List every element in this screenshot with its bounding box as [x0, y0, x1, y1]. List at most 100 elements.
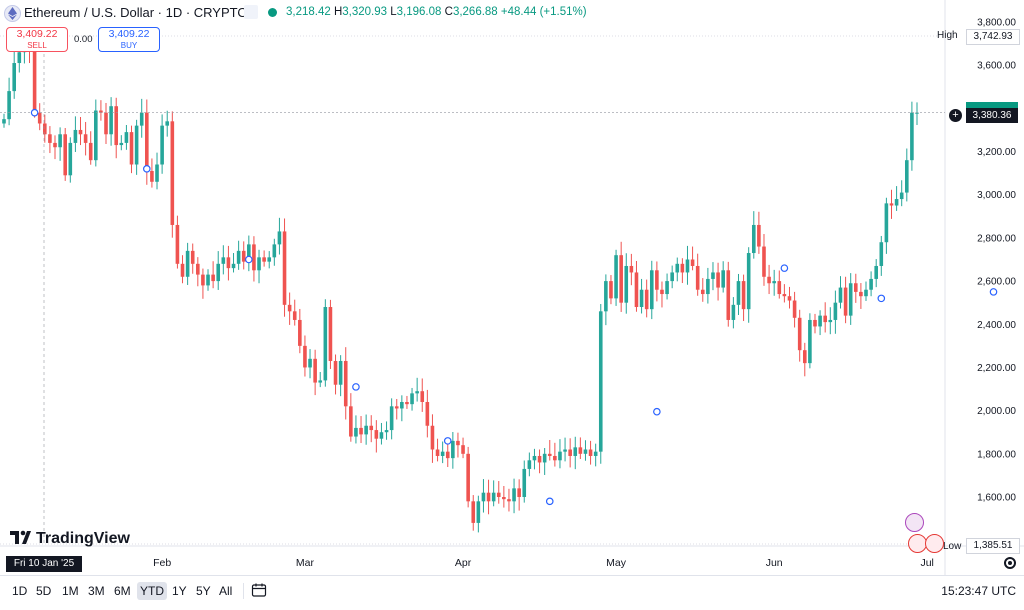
candle-body	[507, 499, 511, 502]
candle-body	[746, 253, 751, 310]
candle-body	[206, 274, 210, 286]
price-tick-label: 2,000.00	[977, 406, 1016, 417]
range-all[interactable]: All	[219, 584, 233, 598]
range-5d[interactable]: 5D	[36, 584, 52, 598]
candle-body	[486, 492, 491, 502]
candle-body	[542, 453, 547, 463]
high-marker-value: 3,742.93	[966, 29, 1020, 45]
us-flag-event-icon[interactable]	[925, 534, 944, 553]
candle-body	[639, 289, 644, 307]
candle-body	[394, 406, 399, 409]
candle-body	[175, 224, 180, 264]
range-ytd[interactable]: YTD	[137, 582, 167, 600]
high-marker-label: High	[937, 30, 958, 41]
candle-body	[379, 432, 384, 439]
candle-body	[216, 263, 221, 282]
candle-body	[782, 294, 787, 297]
month-tick-label: Mar	[296, 557, 315, 569]
candle-body	[389, 406, 394, 431]
candle-body	[731, 304, 736, 320]
settings-gear-icon[interactable]	[1004, 557, 1016, 569]
price-tick-label: 1,800.00	[977, 449, 1016, 460]
candle-body	[384, 430, 389, 433]
candle-body	[604, 281, 608, 312]
candle-body	[772, 281, 776, 284]
candle-body	[435, 449, 440, 456]
range-1m[interactable]: 1M	[62, 584, 79, 598]
candle-body	[328, 307, 333, 361]
candle-body	[165, 121, 170, 126]
range-1d[interactable]: 1D	[12, 584, 28, 598]
candle-body	[859, 291, 863, 297]
candle-body	[522, 468, 527, 497]
range-3m[interactable]: 3M	[88, 584, 105, 598]
candle-body	[318, 380, 323, 383]
candle-body	[364, 425, 368, 435]
utc-clock[interactable]: 15:23:47 UTC	[941, 584, 1016, 598]
candle-body	[241, 250, 246, 262]
candle-body	[343, 360, 348, 407]
candle-body	[619, 255, 623, 303]
hide-legend-icon[interactable]	[244, 5, 258, 19]
candle-body	[537, 455, 542, 463]
lightning-event-icon[interactable]	[905, 513, 924, 532]
candle-body	[323, 307, 328, 381]
candle-body	[593, 451, 598, 456]
candle-body	[134, 125, 139, 165]
candle-body	[104, 112, 108, 135]
candle-body	[874, 265, 878, 279]
candle-body	[634, 272, 639, 307]
candle-body	[400, 402, 404, 409]
buy-button[interactable]: 3,409.22 BUY	[98, 27, 160, 52]
change-value: +48.44 (+1.51%)	[500, 6, 587, 18]
plus-icon[interactable]: +	[949, 109, 962, 122]
candle-body	[471, 501, 476, 523]
candle-body	[99, 110, 103, 113]
candle-body	[558, 451, 562, 461]
candle-body	[649, 270, 654, 310]
candle-body	[823, 315, 827, 323]
candle-body	[838, 287, 843, 303]
candle-body	[374, 430, 379, 439]
watermark-text: TradingView	[36, 530, 131, 547]
price-tick-label: 2,600.00	[977, 277, 1016, 288]
candle-body	[226, 257, 231, 269]
candle-body	[247, 244, 251, 262]
candle-body	[828, 319, 833, 323]
event-marker-icon	[989, 288, 998, 296]
high-key: H	[333, 6, 343, 18]
candle-body	[609, 281, 613, 299]
range-6m[interactable]: 6M	[114, 584, 131, 598]
candle-body	[12, 63, 17, 92]
candle-body	[211, 274, 215, 282]
date-range-icon[interactable]	[251, 582, 267, 603]
symbol-title[interactable]: Ethereum / U.S. Dollar · 1D · CRYPTO	[24, 5, 248, 20]
candle-body	[889, 203, 894, 206]
candle-body	[109, 106, 113, 135]
candle-body	[7, 91, 11, 120]
candle-body	[32, 50, 37, 113]
candle-body	[37, 112, 42, 124]
candle-body	[430, 425, 435, 450]
candle-body	[568, 449, 572, 456]
candle-body	[94, 110, 98, 161]
candle-body	[736, 281, 741, 305]
range-1y[interactable]: 1Y	[172, 584, 187, 598]
candle-body	[354, 427, 358, 437]
candle-body	[73, 129, 78, 143]
candle-body	[298, 319, 302, 346]
range-5y[interactable]: 5Y	[196, 584, 211, 598]
month-tick-label: Jun	[766, 557, 783, 569]
candle-body	[644, 289, 649, 310]
event-marker-icon	[143, 165, 151, 173]
candle-body	[466, 453, 470, 502]
candle-body	[512, 488, 516, 502]
candle-body	[680, 263, 685, 273]
candle-body	[155, 164, 159, 182]
candle-body	[700, 289, 705, 295]
candle-body	[359, 427, 363, 435]
sell-button[interactable]: 3,409.22 SELL	[6, 27, 68, 52]
candle-body	[369, 425, 374, 431]
